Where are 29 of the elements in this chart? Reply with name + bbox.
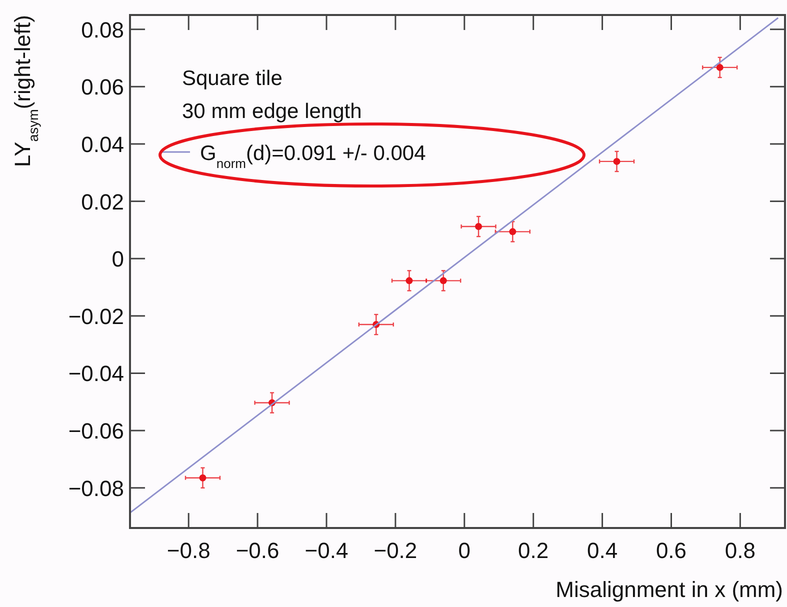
x-tick-label: 0.6 (656, 538, 687, 563)
point (440, 277, 447, 284)
x-tick-label: −0.2 (374, 538, 418, 563)
y-tick-label: −0.02 (68, 304, 124, 329)
y-tick-label: 0.04 (81, 132, 124, 157)
y-tick-label: 0.06 (81, 74, 124, 100)
point (613, 158, 620, 165)
y-tick-label: −0.06 (68, 418, 124, 444)
y-tick-label: 0.02 (81, 189, 124, 214)
annotation: Square tile (182, 67, 282, 90)
y-tick-label: 0.08 (81, 17, 124, 42)
x-tick-label: 0.8 (724, 538, 756, 563)
x-tick-label: 0 (458, 538, 471, 563)
x-tick-label: −0.4 (304, 538, 348, 563)
y-tick-label: 0 (112, 246, 124, 272)
x-axis-title: Misalignment in x (mm) (556, 577, 783, 602)
point (199, 474, 206, 482)
x-tick-label: 0.4 (586, 538, 618, 563)
x-tick-label: −0.6 (236, 538, 280, 563)
legend-label: G$_{norm}$(d)=0.091 +/- 0.004 (200, 142, 426, 170)
annotation: 30 mm edge length (182, 100, 362, 123)
point (509, 228, 516, 236)
x-tick-label: 0.2 (518, 538, 549, 563)
point (406, 277, 413, 284)
y-tick-label: −0.04 (68, 361, 124, 386)
x-tick-label: −0.8 (166, 538, 210, 563)
y-tick-label: −0.08 (68, 476, 124, 501)
point (716, 64, 724, 71)
point (475, 223, 482, 230)
